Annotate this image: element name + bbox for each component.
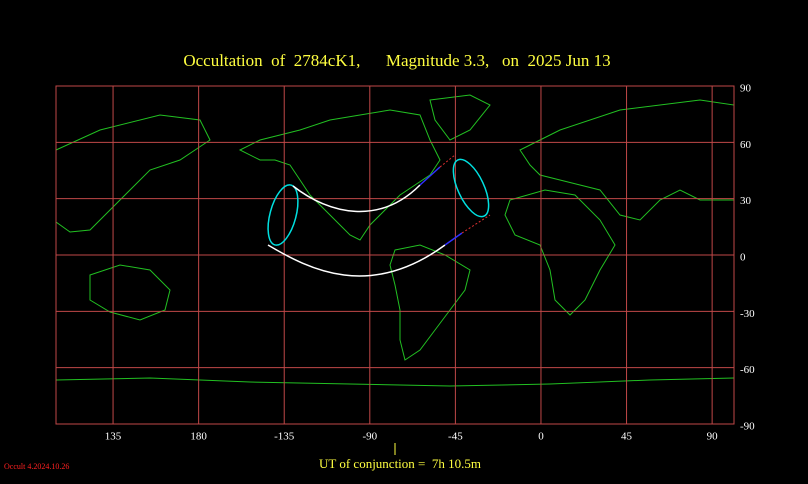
x-tick-label: 135: [105, 431, 122, 443]
x-tick-label: -90: [362, 431, 377, 443]
x-tick-label: 45: [621, 431, 633, 443]
title: Occultation of 2784cK1, Magnitude 3.3, o…: [183, 51, 610, 70]
y-tick-label: 90: [740, 83, 752, 95]
x-tick-label: 180: [190, 431, 207, 443]
y-tick-label: -30: [740, 308, 755, 320]
x-tick-label: -135: [274, 431, 295, 443]
y-tick-label: 30: [740, 195, 752, 207]
x-tick-label: 90: [707, 431, 719, 443]
y-tick-label: 60: [740, 139, 752, 151]
version: Occult 4.2024.10.26: [4, 462, 69, 471]
x-tick-label: 0: [538, 431, 544, 443]
grid: [55, 85, 735, 425]
y-tick-label: -90: [740, 421, 755, 433]
occultation-path: [267, 154, 491, 277]
y-tick-label: 0: [740, 252, 746, 264]
y-tick-label: -60: [740, 364, 755, 376]
x-tick-label: -45: [448, 431, 463, 443]
footer: UT of conjunction = 7h 10.5m: [319, 456, 481, 471]
